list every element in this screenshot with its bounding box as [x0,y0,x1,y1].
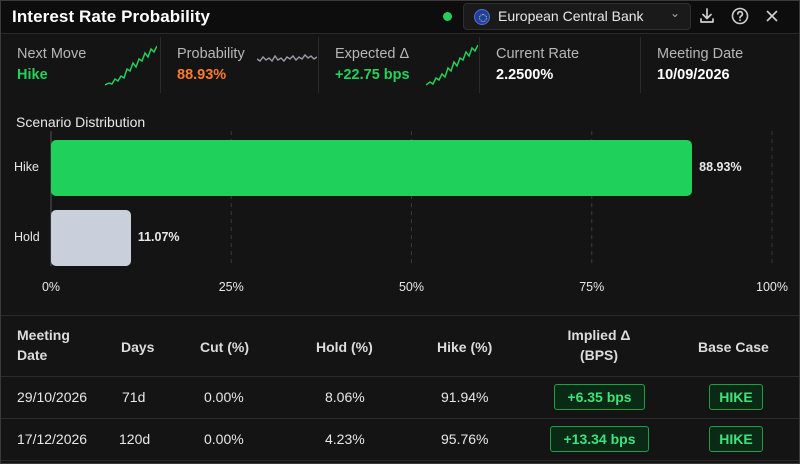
col-meeting-date: Meeting Date [17,325,70,365]
x-tick-label: 50% [398,280,425,294]
col-implied-line2: (BPS) [579,347,619,363]
eu-flag-icon [474,9,490,25]
col-cut: Cut (%) [200,339,249,355]
metric-value: 10/09/2026 [657,67,730,83]
base-case-badge: HIKE [709,426,763,452]
cell-date: 17/12/2026 [17,431,88,447]
live-status-dot [443,12,452,21]
implied-bps-pill: +13.34 bps [550,426,649,452]
cell-cut: 0.00% [204,431,244,447]
x-tick-label: 100% [756,280,788,294]
col-days: Days [121,339,155,355]
col-base-case: Base Case [698,339,769,355]
metric-label: Next Move [17,46,87,62]
scenario-distribution-chart: 0% 25% 50% 75% 100% Hike 88.93% Hold 11.07% [1,131,799,306]
table-header: Meeting Date Days Cut (%) Hold (%) Hike … [1,315,799,377]
cell-hike: 91.94% [441,389,489,405]
close-icon[interactable] [762,6,782,26]
cell-days: 120d [119,431,151,447]
category-label: Hike [14,160,40,174]
cell-cut: 0.00% [204,389,244,405]
cell-hike: 95.76% [441,431,489,447]
metric-probability: Probability 88.93% [161,37,319,93]
x-tick-label: 25% [218,280,244,294]
window-title: Interest Rate Probability [12,7,211,26]
metric-label: Meeting Date [657,46,744,62]
sparkline-flat-icon [257,53,317,63]
base-case-badge: HIKE [709,384,763,410]
x-tick-label: 0% [41,280,61,294]
download-icon[interactable] [697,6,717,26]
chevron-down-icon: ⌄ [670,6,681,20]
col-hike: Hike (%) [437,339,493,355]
col-meeting-date-line1: Meeting [17,327,70,343]
col-hold: Hold (%) [316,339,373,355]
help-icon[interactable] [730,6,750,26]
header-bar: Interest Rate Probability European Centr… [1,1,799,34]
x-tick-label: 75% [579,280,605,294]
table-row[interactable]: 17/12/2026 120d 0.00% 4.23% 95.76% +13.3… [1,419,799,461]
cell-days: 71d [122,389,146,405]
table-row[interactable]: 29/10/2026 71d 0.00% 8.06% 91.94% +6.35 … [1,377,799,419]
bar-value-label: 11.07% [137,230,180,244]
metric-meeting-date: Meeting Date 10/09/2026 [641,37,799,93]
metric-next-move: Next Move Hike [1,37,161,93]
metric-value: +22.75 bps [335,67,410,83]
cell-hold: 8.06% [325,389,365,405]
col-implied-line1: Implied Δ [567,327,631,343]
cell-date: 29/10/2026 [17,389,88,405]
meetings-table: Meeting Date Days Cut (%) Hold (%) Hike … [1,315,799,463]
central-bank-label: European Central Bank [498,8,644,24]
metric-current-rate: Current Rate 2.2500% [480,37,641,93]
metric-label: Expected Δ [335,46,410,62]
sparkline-up-icon [105,45,157,86]
cell-hold: 4.23% [325,431,365,447]
metric-expected-delta: Expected Δ +22.75 bps [319,37,480,93]
metric-value: Hike [17,67,48,83]
metrics-strip: Next Move Hike Probability 88.93% Expect… [1,37,799,93]
central-bank-selector[interactable]: European Central Bank ⌄ [463,3,691,30]
implied-bps-pill: +6.35 bps [554,384,645,410]
metric-label: Current Rate [496,46,580,62]
category-label: Hold [14,230,40,244]
bar-hike[interactable] [51,140,693,196]
col-implied: Implied Δ (BPS) [539,325,659,365]
metric-value: 2.2500% [496,67,554,83]
sparkline-up-icon [426,44,478,86]
bar-value-label: 88.93% [699,160,742,174]
chart-title: Scenario Distribution [16,114,146,130]
metric-label: Probability [177,46,245,62]
col-meeting-date-line2: Date [17,347,48,363]
metric-value: 88.93% [177,67,227,83]
bar-hold[interactable] [51,210,131,266]
